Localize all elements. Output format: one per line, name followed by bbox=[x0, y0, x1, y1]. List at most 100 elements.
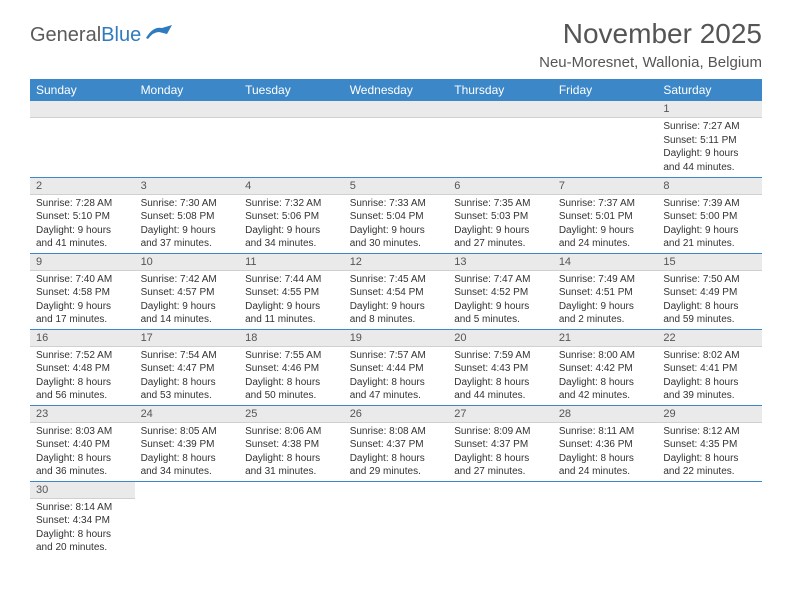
calendar-cell: 16Sunrise: 7:52 AMSunset: 4:48 PMDayligh… bbox=[30, 329, 135, 405]
day-details: Sunrise: 7:33 AMSunset: 5:04 PMDaylight:… bbox=[344, 195, 449, 253]
calendar-cell bbox=[448, 101, 553, 177]
day-details: Sunrise: 7:57 AMSunset: 4:44 PMDaylight:… bbox=[344, 347, 449, 405]
sunset-line: Sunset: 5:11 PM bbox=[663, 134, 756, 148]
day-details: Sunrise: 7:47 AMSunset: 4:52 PMDaylight:… bbox=[448, 271, 553, 329]
day-number: 7 bbox=[553, 178, 658, 195]
day-number: 6 bbox=[448, 178, 553, 195]
daylight-line: Daylight: 9 hours and 27 minutes. bbox=[454, 224, 547, 251]
daylight-line: Daylight: 9 hours and 21 minutes. bbox=[663, 224, 756, 251]
sunset-line: Sunset: 4:57 PM bbox=[141, 286, 234, 300]
sunrise-line: Sunrise: 8:11 AM bbox=[559, 425, 652, 439]
day-number: 10 bbox=[135, 254, 240, 271]
sunrise-line: Sunrise: 7:33 AM bbox=[350, 197, 443, 211]
day-number bbox=[553, 101, 658, 118]
calendar-cell: 21Sunrise: 8:00 AMSunset: 4:42 PMDayligh… bbox=[553, 329, 658, 405]
logo: GeneralBlue bbox=[30, 24, 173, 47]
day-number: 25 bbox=[239, 406, 344, 423]
day-details: Sunrise: 8:11 AMSunset: 4:36 PMDaylight:… bbox=[553, 423, 658, 481]
sunset-line: Sunset: 4:40 PM bbox=[36, 438, 129, 452]
day-details: Sunrise: 7:50 AMSunset: 4:49 PMDaylight:… bbox=[657, 271, 762, 329]
calendar-table: SundayMondayTuesdayWednesdayThursdayFrid… bbox=[30, 79, 762, 557]
daylight-line: Daylight: 8 hours and 42 minutes. bbox=[559, 376, 652, 403]
day-details: Sunrise: 7:39 AMSunset: 5:00 PMDaylight:… bbox=[657, 195, 762, 253]
sunset-line: Sunset: 4:43 PM bbox=[454, 362, 547, 376]
weekday-header: Tuesday bbox=[239, 79, 344, 101]
day-details: Sunrise: 8:06 AMSunset: 4:38 PMDaylight:… bbox=[239, 423, 344, 481]
day-details: Sunrise: 7:49 AMSunset: 4:51 PMDaylight:… bbox=[553, 271, 658, 329]
daylight-line: Daylight: 8 hours and 44 minutes. bbox=[454, 376, 547, 403]
day-details: Sunrise: 7:40 AMSunset: 4:58 PMDaylight:… bbox=[30, 271, 135, 329]
day-number bbox=[344, 101, 449, 118]
calendar-cell bbox=[448, 481, 553, 557]
day-number: 24 bbox=[135, 406, 240, 423]
day-details: Sunrise: 7:35 AMSunset: 5:03 PMDaylight:… bbox=[448, 195, 553, 253]
day-details: Sunrise: 7:27 AMSunset: 5:11 PMDaylight:… bbox=[657, 118, 762, 176]
calendar-cell: 19Sunrise: 7:57 AMSunset: 4:44 PMDayligh… bbox=[344, 329, 449, 405]
sunrise-line: Sunrise: 8:12 AM bbox=[663, 425, 756, 439]
sunset-line: Sunset: 5:06 PM bbox=[245, 210, 338, 224]
sunset-line: Sunset: 5:03 PM bbox=[454, 210, 547, 224]
weekday-header: Saturday bbox=[657, 79, 762, 101]
calendar-cell: 10Sunrise: 7:42 AMSunset: 4:57 PMDayligh… bbox=[135, 253, 240, 329]
day-details: Sunrise: 7:37 AMSunset: 5:01 PMDaylight:… bbox=[553, 195, 658, 253]
sunrise-line: Sunrise: 7:44 AM bbox=[245, 273, 338, 287]
calendar-cell: 6Sunrise: 7:35 AMSunset: 5:03 PMDaylight… bbox=[448, 177, 553, 253]
sunset-line: Sunset: 4:35 PM bbox=[663, 438, 756, 452]
day-number: 26 bbox=[344, 406, 449, 423]
day-number: 16 bbox=[30, 330, 135, 347]
day-number: 27 bbox=[448, 406, 553, 423]
calendar-cell bbox=[344, 101, 449, 177]
sunset-line: Sunset: 5:04 PM bbox=[350, 210, 443, 224]
calendar-cell: 15Sunrise: 7:50 AMSunset: 4:49 PMDayligh… bbox=[657, 253, 762, 329]
sunrise-line: Sunrise: 7:57 AM bbox=[350, 349, 443, 363]
day-details: Sunrise: 7:28 AMSunset: 5:10 PMDaylight:… bbox=[30, 195, 135, 253]
calendar-cell bbox=[344, 481, 449, 557]
daylight-line: Daylight: 8 hours and 56 minutes. bbox=[36, 376, 129, 403]
day-number: 28 bbox=[553, 406, 658, 423]
weekday-header: Monday bbox=[135, 79, 240, 101]
calendar-cell: 29Sunrise: 8:12 AMSunset: 4:35 PMDayligh… bbox=[657, 405, 762, 481]
day-number: 5 bbox=[344, 178, 449, 195]
calendar-cell: 25Sunrise: 8:06 AMSunset: 4:38 PMDayligh… bbox=[239, 405, 344, 481]
calendar-cell: 2Sunrise: 7:28 AMSunset: 5:10 PMDaylight… bbox=[30, 177, 135, 253]
calendar-cell: 1Sunrise: 7:27 AMSunset: 5:11 PMDaylight… bbox=[657, 101, 762, 177]
sunset-line: Sunset: 4:51 PM bbox=[559, 286, 652, 300]
day-details: Sunrise: 7:54 AMSunset: 4:47 PMDaylight:… bbox=[135, 347, 240, 405]
calendar-cell: 4Sunrise: 7:32 AMSunset: 5:06 PMDaylight… bbox=[239, 177, 344, 253]
day-details: Sunrise: 8:05 AMSunset: 4:39 PMDaylight:… bbox=[135, 423, 240, 481]
day-number: 14 bbox=[553, 254, 658, 271]
weekday-header: Wednesday bbox=[344, 79, 449, 101]
calendar-cell bbox=[30, 101, 135, 177]
daylight-line: Daylight: 8 hours and 53 minutes. bbox=[141, 376, 234, 403]
daylight-line: Daylight: 8 hours and 20 minutes. bbox=[36, 528, 129, 555]
sunrise-line: Sunrise: 8:14 AM bbox=[36, 501, 129, 515]
sunset-line: Sunset: 4:55 PM bbox=[245, 286, 338, 300]
day-number: 20 bbox=[448, 330, 553, 347]
calendar-cell: 22Sunrise: 8:02 AMSunset: 4:41 PMDayligh… bbox=[657, 329, 762, 405]
daylight-line: Daylight: 9 hours and 17 minutes. bbox=[36, 300, 129, 327]
weekday-header: Friday bbox=[553, 79, 658, 101]
logo-swoosh-icon bbox=[145, 24, 173, 47]
sunset-line: Sunset: 5:08 PM bbox=[141, 210, 234, 224]
calendar-cell: 3Sunrise: 7:30 AMSunset: 5:08 PMDaylight… bbox=[135, 177, 240, 253]
sunset-line: Sunset: 4:42 PM bbox=[559, 362, 652, 376]
day-details: Sunrise: 8:02 AMSunset: 4:41 PMDaylight:… bbox=[657, 347, 762, 405]
day-details: Sunrise: 8:08 AMSunset: 4:37 PMDaylight:… bbox=[344, 423, 449, 481]
logo-word-1: General bbox=[30, 24, 101, 46]
day-details: Sunrise: 7:42 AMSunset: 4:57 PMDaylight:… bbox=[135, 271, 240, 329]
day-number: 2 bbox=[30, 178, 135, 195]
sunrise-line: Sunrise: 8:06 AM bbox=[245, 425, 338, 439]
daylight-line: Daylight: 9 hours and 34 minutes. bbox=[245, 224, 338, 251]
sunset-line: Sunset: 4:38 PM bbox=[245, 438, 338, 452]
day-details: Sunrise: 7:52 AMSunset: 4:48 PMDaylight:… bbox=[30, 347, 135, 405]
calendar-cell bbox=[239, 481, 344, 557]
day-number: 13 bbox=[448, 254, 553, 271]
sunrise-line: Sunrise: 8:00 AM bbox=[559, 349, 652, 363]
calendar-cell bbox=[239, 101, 344, 177]
sunrise-line: Sunrise: 7:55 AM bbox=[245, 349, 338, 363]
day-number: 30 bbox=[30, 482, 135, 499]
weekday-header: Thursday bbox=[448, 79, 553, 101]
sunrise-line: Sunrise: 7:35 AM bbox=[454, 197, 547, 211]
calendar-cell: 9Sunrise: 7:40 AMSunset: 4:58 PMDaylight… bbox=[30, 253, 135, 329]
day-details: Sunrise: 8:12 AMSunset: 4:35 PMDaylight:… bbox=[657, 423, 762, 481]
